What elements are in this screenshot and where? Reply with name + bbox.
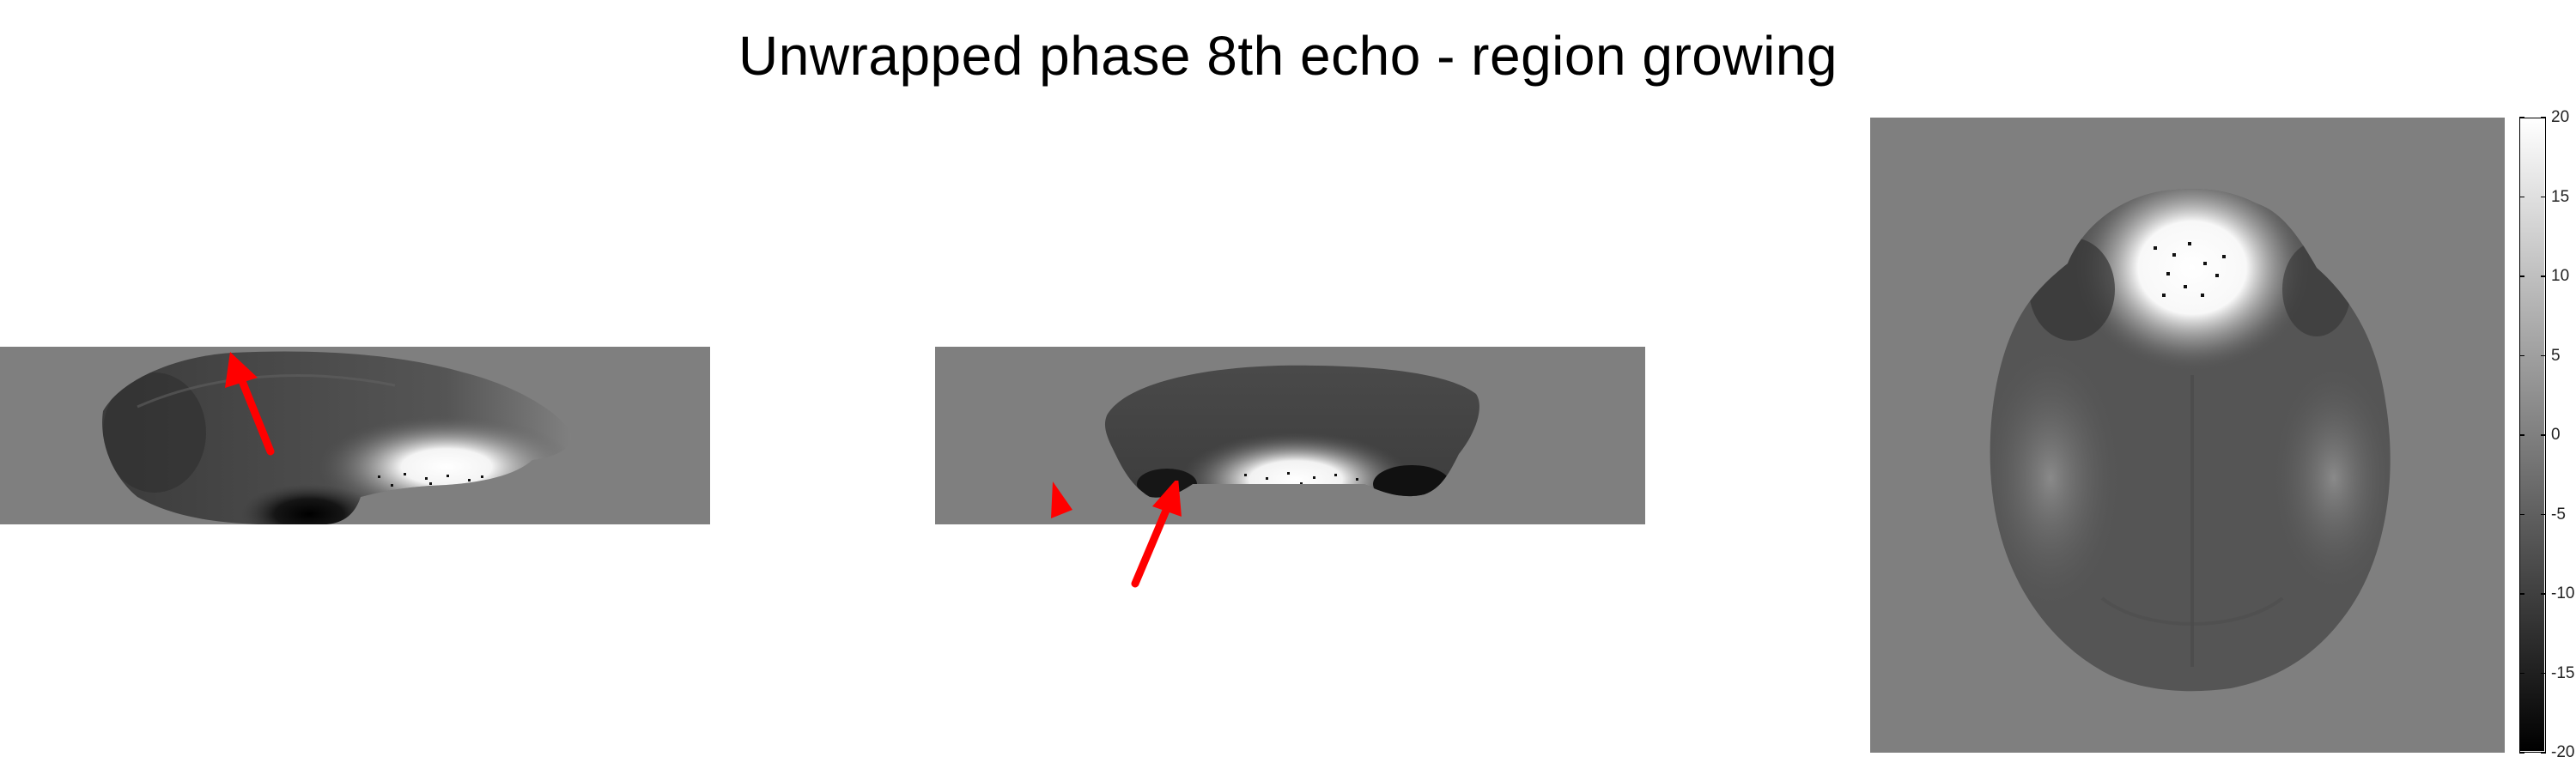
- colorbar-tick-label: 15: [2551, 187, 2570, 206]
- colorbar-tick-mark: [2541, 354, 2546, 356]
- colorbar-tick-label: -15: [2551, 663, 2575, 682]
- colorbar-tick-mark: [2519, 593, 2524, 595]
- figure-title: Unwrapped phase 8th echo - region growin…: [738, 25, 1838, 87]
- sagittal-slice-panel: [0, 347, 710, 524]
- axial-brain-image: [1990, 189, 2391, 692]
- axial-slice-panel: [1870, 118, 2505, 753]
- coronal-arrow-tail: [1131, 481, 1182, 588]
- colorbar-tick-mark: [2519, 196, 2524, 197]
- colorbar-tick-label: 20: [2551, 108, 2570, 126]
- colorbar-tick-label: -20: [2551, 743, 2575, 761]
- colorbar-tick-mark: [2519, 354, 2524, 356]
- colorbar-tick-mark: [2519, 117, 2524, 118]
- colorbar-tick-mark: [2519, 275, 2524, 277]
- coronal-slice-panel: [935, 347, 1645, 524]
- sagittal-brain-image: [102, 351, 572, 524]
- colorbar-tick-mark: [2519, 672, 2524, 674]
- colorbar-tick-label: -10: [2551, 584, 2575, 602]
- colorbar-tick-label: 5: [2551, 346, 2561, 365]
- colorbar-tick-mark: [2541, 196, 2546, 197]
- colorbar-tick-label: 10: [2551, 267, 2570, 285]
- colorbar-tick-mark: [2541, 513, 2546, 515]
- colorbar-tick-mark: [2541, 593, 2546, 595]
- colorbar-tick-label: -5: [2551, 505, 2566, 524]
- colorbar-tick-mark: [2541, 672, 2546, 674]
- colorbar-tick-mark: [2541, 752, 2546, 754]
- colorbar-tick-mark: [2519, 434, 2524, 436]
- colorbar-tick-mark: [2541, 275, 2546, 277]
- coronal-brain-image: [1104, 365, 1479, 498]
- colorbar-tick-mark: [2519, 513, 2524, 515]
- colorbar-tick-mark: [2541, 117, 2546, 118]
- colorbar-tick-mark: [2519, 752, 2524, 754]
- colorbar-tick-label: 0: [2551, 426, 2561, 444]
- colorbar-tick-mark: [2541, 434, 2546, 436]
